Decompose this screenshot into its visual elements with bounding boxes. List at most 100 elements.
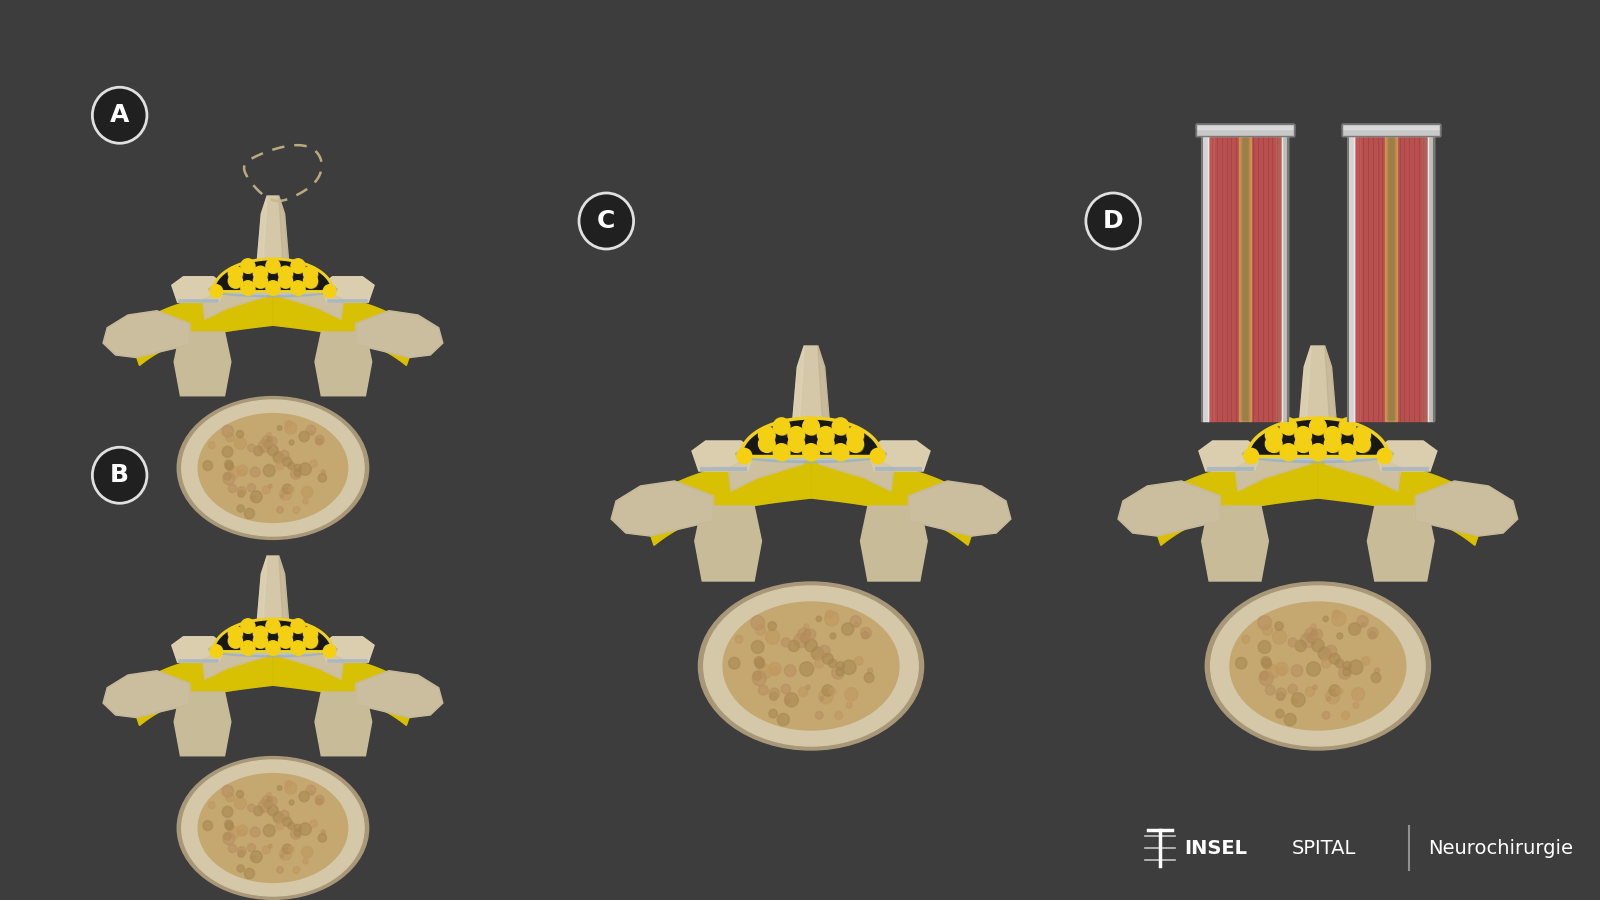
Circle shape [1326, 697, 1331, 701]
Circle shape [283, 457, 291, 466]
Circle shape [770, 692, 778, 700]
Polygon shape [102, 310, 190, 357]
Circle shape [1307, 634, 1317, 643]
Polygon shape [642, 454, 811, 545]
Text: SPITAL: SPITAL [1291, 839, 1355, 858]
Circle shape [770, 662, 781, 675]
Polygon shape [274, 288, 418, 365]
Circle shape [784, 693, 798, 706]
Circle shape [238, 469, 245, 476]
Circle shape [870, 448, 885, 464]
Circle shape [267, 792, 272, 796]
Circle shape [259, 440, 270, 453]
Circle shape [1368, 631, 1376, 639]
Circle shape [267, 805, 278, 816]
Circle shape [269, 436, 277, 446]
Circle shape [1294, 427, 1312, 444]
Circle shape [269, 284, 280, 295]
Circle shape [770, 709, 778, 718]
Circle shape [850, 438, 864, 453]
Polygon shape [1238, 136, 1251, 421]
Polygon shape [203, 279, 269, 320]
Polygon shape [1342, 124, 1440, 129]
Circle shape [203, 461, 213, 471]
Polygon shape [203, 279, 269, 320]
Ellipse shape [198, 414, 347, 522]
Circle shape [781, 638, 790, 647]
Circle shape [264, 464, 275, 477]
Circle shape [1318, 647, 1331, 660]
Polygon shape [322, 637, 374, 662]
Circle shape [318, 833, 326, 842]
Polygon shape [128, 648, 274, 725]
Polygon shape [1208, 136, 1242, 421]
Circle shape [1310, 624, 1317, 629]
Circle shape [203, 821, 213, 831]
Text: D: D [1102, 209, 1123, 233]
Circle shape [1368, 627, 1378, 638]
Polygon shape [174, 332, 230, 396]
Circle shape [1330, 653, 1341, 664]
Circle shape [773, 444, 790, 461]
Circle shape [288, 822, 294, 830]
Circle shape [778, 714, 789, 725]
Circle shape [277, 786, 282, 790]
Circle shape [854, 657, 862, 665]
Circle shape [1262, 659, 1272, 669]
Circle shape [1354, 436, 1370, 453]
Circle shape [222, 832, 235, 845]
Circle shape [251, 856, 256, 860]
Circle shape [1330, 685, 1341, 697]
Ellipse shape [210, 643, 338, 657]
Circle shape [1371, 672, 1381, 683]
Circle shape [323, 284, 336, 298]
Circle shape [323, 644, 336, 658]
Polygon shape [203, 639, 269, 680]
Circle shape [294, 830, 301, 836]
Polygon shape [274, 648, 418, 725]
Polygon shape [693, 441, 755, 471]
Circle shape [291, 641, 306, 655]
Circle shape [245, 508, 254, 518]
Circle shape [1331, 611, 1346, 626]
Polygon shape [861, 506, 926, 581]
Ellipse shape [198, 774, 347, 882]
Ellipse shape [704, 586, 918, 746]
Circle shape [1269, 438, 1282, 453]
Circle shape [299, 823, 312, 835]
Circle shape [267, 432, 272, 436]
Circle shape [237, 430, 243, 437]
Circle shape [288, 847, 294, 852]
Circle shape [790, 429, 805, 444]
Ellipse shape [210, 283, 338, 297]
Polygon shape [1118, 481, 1221, 536]
Ellipse shape [1205, 582, 1430, 750]
Circle shape [1325, 436, 1341, 453]
Circle shape [237, 825, 248, 836]
Polygon shape [1282, 136, 1288, 421]
Polygon shape [867, 441, 930, 471]
Text: Neurochirurgie: Neurochirurgie [1429, 839, 1573, 858]
Circle shape [293, 261, 306, 274]
Ellipse shape [213, 284, 333, 294]
Circle shape [230, 636, 243, 649]
Circle shape [1312, 630, 1317, 635]
Circle shape [850, 429, 864, 444]
Circle shape [282, 484, 291, 493]
Polygon shape [278, 196, 290, 290]
Polygon shape [171, 637, 226, 662]
Circle shape [238, 491, 245, 497]
Circle shape [269, 261, 280, 274]
Circle shape [275, 822, 283, 830]
Polygon shape [171, 276, 226, 302]
Polygon shape [1349, 136, 1354, 421]
Circle shape [1266, 664, 1278, 679]
Polygon shape [1368, 506, 1434, 581]
Circle shape [816, 616, 821, 622]
Circle shape [1275, 662, 1288, 675]
Circle shape [818, 436, 834, 453]
Circle shape [262, 846, 270, 854]
Polygon shape [322, 276, 374, 302]
Polygon shape [256, 196, 267, 290]
Circle shape [805, 639, 818, 652]
